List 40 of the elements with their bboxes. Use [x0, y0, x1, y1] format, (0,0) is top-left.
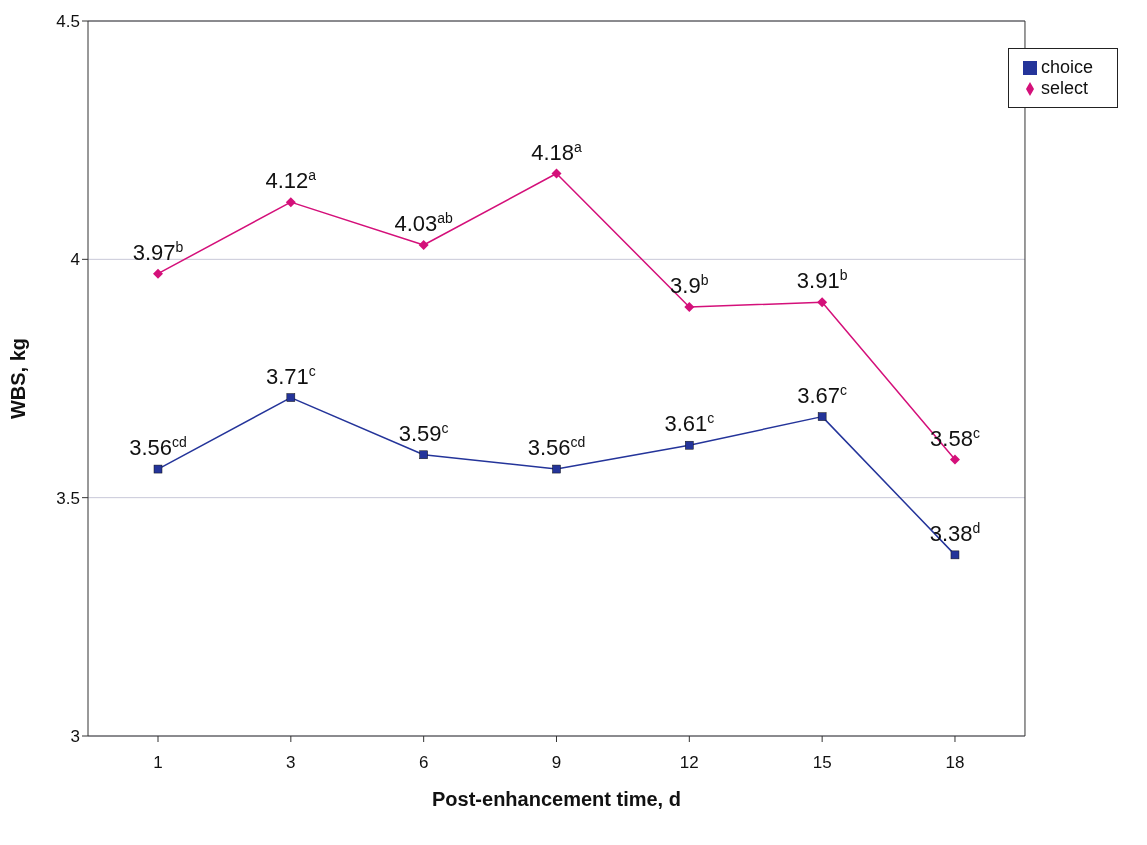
- legend-label: select: [1040, 78, 1088, 98]
- point: [552, 464, 561, 474]
- point: [817, 297, 828, 308]
- x-tick-label: 6: [418, 753, 429, 773]
- data-label: 4.03$^{ab}$: [394, 210, 454, 237]
- data-label: 3.97$^{b}$: [132, 238, 184, 265]
- data-label: 4.12$^{a}$: [265, 167, 317, 194]
- point: [684, 302, 695, 312]
- y-tick-label: 4: [70, 250, 80, 270]
- x-axis-title: Post-enhancement time, d: [432, 788, 681, 810]
- point: [685, 440, 694, 450]
- x-tick-label: 9: [551, 753, 562, 773]
- point: [286, 393, 296, 402]
- data-label: 3.67$^{c}$: [797, 381, 848, 408]
- data-label: 3.56$^{cd}$: [129, 434, 187, 461]
- point: [153, 464, 163, 474]
- legend-label: choice: [1040, 57, 1093, 77]
- y-tick-label: 4.5: [56, 12, 80, 32]
- x-tick-label: 3: [286, 753, 296, 773]
- data-label: 3.56$^{cd}$: [527, 434, 586, 461]
- x-tick-label: 18: [945, 753, 965, 773]
- y-axis-title: WBS, kg: [7, 337, 30, 420]
- point: [153, 268, 163, 279]
- point: [949, 454, 960, 465]
- x-tick-label: 15: [812, 753, 832, 773]
- x-tick-label: 12: [679, 753, 699, 773]
- data-label: 4.18$^{a}$: [531, 138, 582, 165]
- point: [817, 412, 827, 421]
- point: [418, 240, 429, 251]
- point: [551, 168, 562, 179]
- point: [950, 550, 960, 560]
- data-label: 3.9$^{b}$: [670, 272, 709, 298]
- x-tick-label: 1: [153, 753, 163, 773]
- data-label: 3.61$^{c}$: [664, 410, 715, 437]
- data-label: 3.71$^{c}$: [265, 362, 316, 389]
- y-tick-label: 3.5: [56, 488, 80, 508]
- data-label: 3.91$^{b}$: [796, 267, 848, 294]
- y-tick-label: 3: [70, 727, 80, 747]
- point: [419, 450, 428, 460]
- data-label: 3.59$^{c}$: [398, 419, 449, 446]
